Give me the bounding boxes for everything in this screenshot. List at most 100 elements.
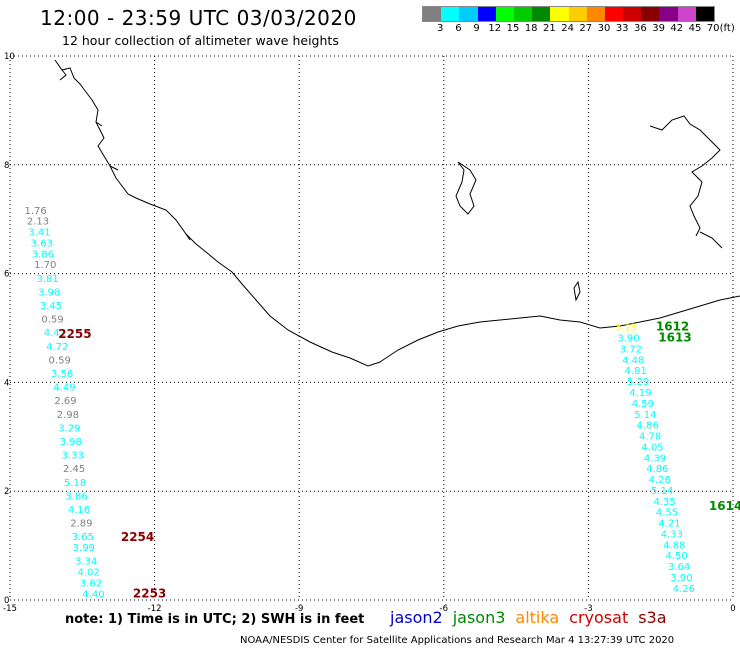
legend-swatch: [459, 7, 478, 21]
wave-height-value: 4.05: [641, 442, 663, 453]
wave-height-value: 4.16: [68, 505, 90, 516]
wave-height-value: 1.70: [34, 260, 56, 271]
legend-swatch: [513, 7, 533, 21]
pass-time-label: 1614: [709, 499, 740, 513]
wave-height-value: 3.63: [31, 238, 53, 249]
y-tick-label: 8: [4, 161, 9, 171]
pass-time-label: 2253: [133, 586, 166, 600]
satellite-name: jason2: [390, 608, 443, 627]
legend-unit: (ft): [719, 23, 735, 34]
legend-swatch: [623, 7, 642, 21]
x-tick-label: -15: [3, 604, 17, 614]
wave-height-value: 5.18: [64, 478, 86, 489]
wave-height-value: 3.90: [617, 334, 639, 345]
wave-height-value: 4.48: [622, 355, 644, 366]
legend-label: 39: [652, 23, 665, 34]
satellite-name: altika: [515, 608, 560, 627]
legend-label: 70: [706, 23, 720, 34]
map-subtitle: 12 hour collection of altimeter wave hei…: [62, 33, 339, 48]
wave-height-value: 3.86: [32, 249, 54, 260]
satellite-legend: jason2 jason3 altika cryosat s3a: [390, 608, 677, 627]
wave-height-value: 2.98: [57, 410, 79, 421]
pass-time-label: 2254: [121, 530, 154, 544]
y-tick-label: 10: [4, 52, 15, 62]
satellite-name: s3a: [638, 608, 667, 627]
wave-height-value: 3.86: [65, 491, 87, 502]
altimeter-tracks: 1.762.133.413.633.861.703.813.983.450.59…: [24, 206, 695, 601]
legend-swatch: [695, 7, 714, 21]
legend-label: 3: [437, 23, 444, 34]
wave-height-value: 4.50: [666, 551, 688, 562]
wave-height-value: 3.99: [73, 543, 95, 554]
legend-labels: 3 6 9 12 15 18 21 24 27 30 33 36 39 42 45 70 (ft): [422, 22, 735, 36]
wave-height-value: 4.33: [661, 529, 683, 540]
legend-label: 24: [561, 23, 574, 34]
wave-height-value: 4.78: [639, 432, 661, 443]
legend-label: 30: [597, 23, 611, 34]
x-tick-label: -12: [148, 604, 162, 614]
wave-height-value: 3.64: [668, 562, 690, 573]
legend-swatch: [532, 7, 551, 21]
legend-label: 33: [615, 23, 629, 34]
legend-swatch: [677, 7, 696, 21]
legend-label: 36: [634, 23, 647, 34]
wave-height-value: 3.65: [72, 532, 94, 543]
wave-height-value: 4.88: [663, 540, 685, 551]
wave-height-value: 3.15: [615, 323, 637, 334]
pass-time-label: 1613: [658, 331, 691, 345]
legend-label: 27: [579, 23, 593, 34]
coastline: [54, 59, 740, 367]
wave-height-value: 4.26: [649, 475, 671, 486]
coastline-detail-1: [59, 69, 191, 241]
x-tick-label: -9: [295, 604, 303, 614]
lake-west: [455, 161, 477, 215]
satellite-name: cryosat: [569, 608, 629, 627]
legend-swatches: [422, 6, 715, 22]
legend-swatch: [441, 7, 460, 21]
footer-note: note: 1) Time is in UTC; 2) SWH is in fe…: [65, 612, 365, 627]
wave-height-value: 4.49: [53, 383, 75, 394]
wave-height-value: 3.29: [58, 423, 80, 434]
wave-height-value: 1.76: [24, 206, 46, 217]
legend-swatch: [423, 7, 442, 21]
legend-label: 18: [524, 23, 538, 34]
legend-swatch: [641, 7, 660, 21]
wave-height-value: 4.02: [77, 568, 99, 579]
lake-east: [649, 115, 723, 249]
wave-height-value: 4.59: [632, 399, 654, 410]
wave-height-value: 5.14: [651, 486, 673, 497]
wave-height-value: 3.62: [80, 578, 102, 589]
wave-height-value: 4.41: [44, 328, 66, 339]
wave-height-value: 0.59: [49, 355, 71, 366]
coastline-main: [54, 59, 740, 367]
legend-label: 9: [473, 23, 480, 34]
legend-swatch: [495, 7, 514, 21]
wave-height-value: 3.41: [28, 228, 50, 239]
wave-height-value: 3.72: [620, 344, 642, 355]
wave-height-value: 4.35: [653, 497, 675, 508]
y-tick-label: 2: [4, 487, 9, 497]
legend-label: 6: [455, 23, 462, 34]
wave-height-value: 3.56: [51, 369, 73, 380]
wave-height-value: 5.14: [634, 410, 656, 421]
pass-time-label: 2255: [58, 327, 91, 341]
wave-height-value: 3.34: [75, 557, 97, 568]
wave-height-value: 2.89: [70, 519, 92, 530]
wave-height-value: 5.29: [627, 377, 649, 388]
legend-label: 45: [688, 23, 702, 34]
wave-height-value: 2.13: [27, 217, 49, 228]
legend-label: 42: [670, 23, 684, 34]
wave-height-value: 4.86: [637, 421, 659, 432]
map-title: 12:00 - 23:59 UTC 03/03/2020: [40, 6, 357, 30]
y-tick-label: 4: [4, 378, 9, 388]
legend-label: 21: [543, 23, 556, 34]
wave-height-value: 4.40: [82, 589, 104, 600]
legend-swatch: [604, 7, 624, 21]
wave-height-value: 4.72: [46, 342, 68, 353]
y-tick-label: 6: [4, 270, 9, 280]
island-small: [573, 280, 581, 302]
wave-height-value: 3.33: [62, 451, 84, 462]
lat-lon-grid: [9, 55, 734, 601]
wave-height-value: 2.69: [54, 396, 76, 407]
